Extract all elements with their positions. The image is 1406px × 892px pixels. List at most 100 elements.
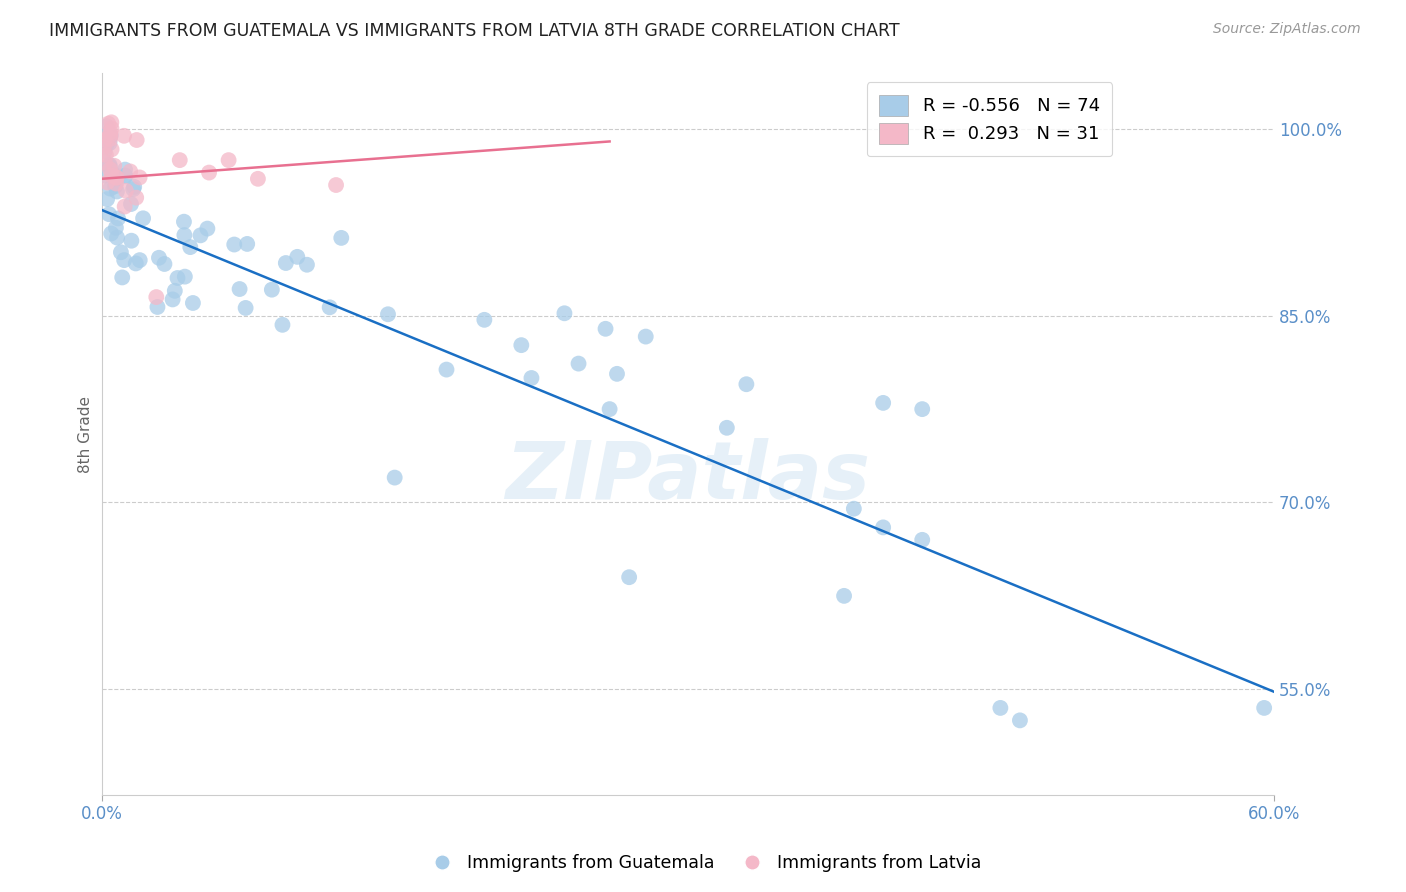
Point	[132, 211, 155, 226]
Point	[100, 169, 122, 183]
Text: ZIPatlas: ZIPatlas	[505, 438, 870, 516]
Point	[377, 307, 399, 321]
Point	[599, 402, 621, 417]
Legend: R = -0.556   N = 74, R =  0.293   N = 31: R = -0.556 N = 74, R = 0.293 N = 31	[866, 82, 1112, 156]
Point	[153, 257, 176, 271]
Point	[94, 148, 117, 162]
Point	[122, 179, 145, 194]
Point	[842, 501, 865, 516]
Point	[105, 177, 128, 191]
Point	[218, 153, 240, 168]
Point	[104, 220, 127, 235]
Point	[125, 256, 148, 270]
Point	[872, 396, 894, 410]
Point	[100, 128, 122, 143]
Point	[274, 256, 297, 270]
Point	[318, 301, 340, 315]
Point	[114, 162, 136, 177]
Point	[98, 181, 121, 195]
Point	[146, 300, 169, 314]
Point	[1008, 714, 1031, 728]
Point	[96, 120, 118, 134]
Point	[634, 329, 657, 343]
Point	[98, 159, 121, 173]
Point	[93, 169, 115, 183]
Point	[735, 377, 758, 392]
Point	[832, 589, 855, 603]
Point	[115, 184, 138, 198]
Point	[112, 128, 135, 143]
Point	[606, 367, 628, 381]
Point	[384, 470, 406, 484]
Point	[179, 240, 201, 254]
Point	[173, 269, 195, 284]
Point	[114, 200, 136, 214]
Point	[166, 271, 188, 285]
Point	[98, 158, 121, 172]
Point	[98, 207, 121, 221]
Legend: Immigrants from Guatemala, Immigrants from Latvia: Immigrants from Guatemala, Immigrants fr…	[418, 847, 988, 879]
Point	[125, 133, 148, 147]
Point	[181, 296, 204, 310]
Point	[104, 179, 127, 194]
Point	[173, 215, 195, 229]
Point	[472, 313, 495, 327]
Point	[120, 164, 142, 178]
Point	[94, 155, 117, 169]
Point	[125, 191, 148, 205]
Point	[111, 270, 134, 285]
Point	[617, 570, 640, 584]
Point	[173, 228, 195, 243]
Point	[112, 253, 135, 268]
Point	[103, 159, 125, 173]
Point	[872, 520, 894, 534]
Point	[100, 115, 122, 129]
Point	[93, 133, 115, 147]
Point	[105, 170, 128, 185]
Point	[96, 192, 118, 206]
Point	[169, 153, 191, 168]
Text: IMMIGRANTS FROM GUATEMALA VS IMMIGRANTS FROM LATVIA 8TH GRADE CORRELATION CHART: IMMIGRANTS FROM GUATEMALA VS IMMIGRANTS …	[49, 22, 900, 40]
Point	[105, 185, 128, 199]
Point	[93, 140, 115, 154]
Point	[911, 533, 934, 547]
Point	[990, 701, 1012, 715]
Point	[235, 301, 257, 315]
Point	[114, 169, 136, 183]
Point	[285, 250, 308, 264]
Point	[145, 290, 167, 304]
Point	[101, 166, 124, 180]
Point	[148, 251, 170, 265]
Point	[110, 245, 132, 260]
Point	[520, 371, 543, 385]
Point	[98, 132, 121, 146]
Point	[330, 231, 353, 245]
Point	[98, 128, 121, 143]
Point	[553, 306, 575, 320]
Point	[198, 165, 221, 179]
Point	[128, 170, 150, 185]
Point	[595, 322, 617, 336]
Point	[228, 282, 250, 296]
Point	[98, 162, 121, 177]
Point	[96, 136, 118, 151]
Point	[325, 178, 347, 192]
Point	[98, 125, 121, 139]
Point	[100, 121, 122, 136]
Point	[98, 136, 121, 150]
Point	[163, 284, 186, 298]
Point	[100, 227, 122, 241]
Point	[224, 237, 246, 252]
Point	[128, 253, 150, 268]
Text: Source: ZipAtlas.com: Source: ZipAtlas.com	[1213, 22, 1361, 37]
Point	[105, 230, 128, 244]
Point	[97, 117, 120, 131]
Point	[120, 197, 142, 211]
Point	[120, 234, 142, 248]
Point	[911, 402, 934, 417]
Point	[93, 145, 115, 159]
Point	[236, 236, 259, 251]
Point	[1253, 701, 1275, 715]
Point	[96, 176, 118, 190]
Point	[510, 338, 533, 352]
